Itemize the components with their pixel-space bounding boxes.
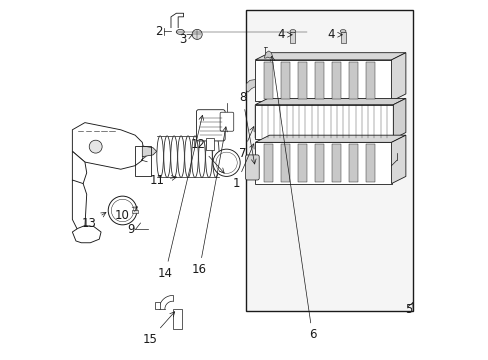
Bar [135, 146, 151, 176]
Ellipse shape [212, 136, 219, 177]
Polygon shape [72, 180, 86, 232]
Polygon shape [72, 226, 101, 243]
Text: 3: 3 [179, 32, 192, 46]
Polygon shape [72, 151, 86, 188]
Bar [365, 62, 375, 99]
Bar [297, 62, 306, 99]
Bar [255, 105, 392, 139]
Ellipse shape [177, 136, 184, 177]
Bar [263, 144, 273, 182]
Polygon shape [392, 98, 405, 139]
Text: 4: 4 [277, 28, 291, 41]
Circle shape [108, 196, 137, 225]
Polygon shape [246, 80, 255, 92]
Circle shape [192, 30, 202, 40]
Polygon shape [255, 135, 405, 142]
Ellipse shape [170, 136, 177, 177]
Bar [365, 144, 375, 182]
Bar [280, 62, 289, 99]
Bar [263, 62, 273, 99]
Text: 13: 13 [81, 212, 106, 230]
Bar [280, 144, 289, 182]
Polygon shape [72, 123, 144, 169]
Ellipse shape [163, 136, 170, 177]
Bar [348, 62, 358, 99]
Ellipse shape [157, 136, 163, 177]
Bar [290, 32, 295, 42]
Bar [255, 60, 391, 101]
Text: 1: 1 [232, 144, 254, 190]
Ellipse shape [191, 136, 198, 177]
Ellipse shape [176, 30, 184, 35]
Bar [331, 62, 341, 99]
Polygon shape [255, 53, 405, 60]
Ellipse shape [198, 136, 205, 177]
Text: 2: 2 [155, 25, 163, 38]
Text: 14: 14 [158, 115, 203, 280]
FancyBboxPatch shape [196, 110, 224, 141]
Text: 8: 8 [239, 91, 256, 164]
Text: 16: 16 [191, 127, 227, 276]
Text: 6: 6 [270, 56, 316, 341]
Polygon shape [391, 53, 405, 101]
Bar [246, 10, 412, 311]
Text: 15: 15 [142, 312, 174, 346]
Bar [132, 211, 138, 213]
Bar [297, 144, 306, 182]
Bar [255, 142, 391, 184]
Bar [348, 144, 358, 182]
Circle shape [89, 140, 102, 153]
FancyBboxPatch shape [245, 155, 259, 180]
Text: 4: 4 [326, 28, 342, 41]
Ellipse shape [289, 30, 295, 33]
Polygon shape [255, 98, 405, 105]
Bar [331, 144, 341, 182]
Text: 11: 11 [150, 174, 176, 187]
Polygon shape [264, 51, 272, 58]
Bar [172, 309, 182, 329]
Ellipse shape [340, 30, 346, 33]
Bar [206, 138, 214, 149]
Polygon shape [391, 135, 405, 184]
Bar [314, 144, 324, 182]
Polygon shape [142, 146, 156, 157]
Bar [155, 302, 160, 309]
Text: 7: 7 [238, 127, 254, 159]
Text: 5: 5 [404, 303, 411, 316]
Ellipse shape [184, 136, 191, 177]
Text: 9: 9 [127, 223, 134, 236]
Circle shape [212, 149, 240, 176]
Text: 10: 10 [115, 207, 137, 222]
Bar [314, 62, 324, 99]
Text: 12: 12 [191, 138, 224, 173]
FancyBboxPatch shape [220, 112, 233, 131]
Ellipse shape [205, 136, 212, 177]
Bar [340, 32, 345, 42]
